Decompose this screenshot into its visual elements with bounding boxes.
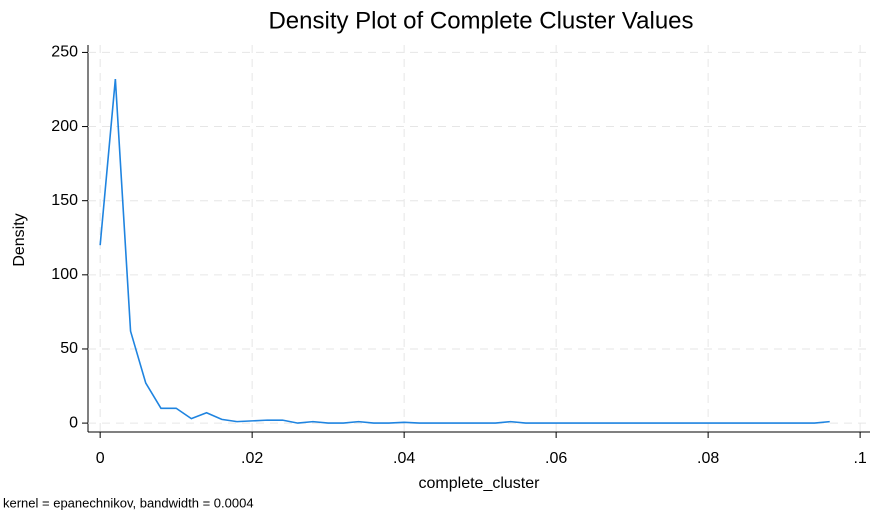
x-tick-label: .02 xyxy=(241,450,263,467)
y-tick-label: 200 xyxy=(51,118,78,135)
y-tick-label: 150 xyxy=(51,192,78,209)
x-tick-label: .04 xyxy=(393,450,415,467)
x-tick-label: 0 xyxy=(96,450,105,467)
density-line xyxy=(99,79,830,424)
x-tick-label: .06 xyxy=(545,450,567,467)
chart-title: Density Plot of Complete Cluster Values xyxy=(268,7,693,34)
y-tick-label: 100 xyxy=(51,266,78,283)
y-tick-label: 50 xyxy=(60,340,78,357)
y-tick-label: 250 xyxy=(51,44,78,61)
note: kernel = epanechnikov, bandwidth = 0.000… xyxy=(3,495,254,510)
x-tick-label: .08 xyxy=(697,450,719,467)
x-axis-title: complete_cluster xyxy=(419,475,541,492)
x-tick-label: .1 xyxy=(853,450,866,467)
y-tick-label: 0 xyxy=(69,414,78,431)
y-axis-title: Density xyxy=(11,213,28,266)
